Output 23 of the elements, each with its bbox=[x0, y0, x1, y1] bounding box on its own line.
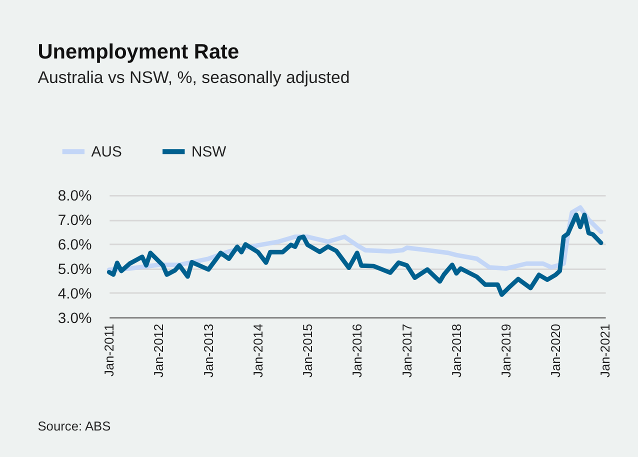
x-tick-label: Jan-2019 bbox=[498, 324, 514, 378]
y-tick-label: 4.0% bbox=[58, 286, 92, 302]
y-tick-label: 5.0% bbox=[58, 262, 92, 278]
x-tick-label: Jan-2011 bbox=[102, 324, 117, 377]
y-tick-label: 6.0% bbox=[58, 238, 92, 254]
x-tick-label: Jan-2014 bbox=[250, 324, 266, 378]
legend-label: AUS bbox=[91, 144, 122, 161]
x-tick-label: Jan-2021 bbox=[598, 324, 613, 378]
x-tick-label: Jan-2020 bbox=[548, 324, 564, 378]
line-series bbox=[106, 212, 604, 297]
y-tick-label: 8.0% bbox=[58, 188, 92, 205]
y-tick-label: 3.0% bbox=[58, 310, 92, 327]
x-tick-label: Jan-2013 bbox=[200, 324, 216, 378]
x-tick-label: Jan-2012 bbox=[151, 324, 166, 378]
x-tick-label: Jan-2016 bbox=[350, 324, 365, 378]
x-tick-label: Jan-2017 bbox=[399, 324, 414, 378]
x-tick-label: Jan-2015 bbox=[300, 324, 316, 378]
x-tick-label: Jan-2018 bbox=[448, 324, 464, 378]
y-tick-label: 7.0% bbox=[58, 213, 92, 230]
legend-label: NSW bbox=[192, 144, 226, 161]
chart-title: Unemployment Rate bbox=[38, 40, 240, 64]
chart-subtitle: Australia vs NSW, %, seasonally adjusted bbox=[38, 68, 350, 88]
source-note: Source: ABS bbox=[38, 418, 111, 434]
